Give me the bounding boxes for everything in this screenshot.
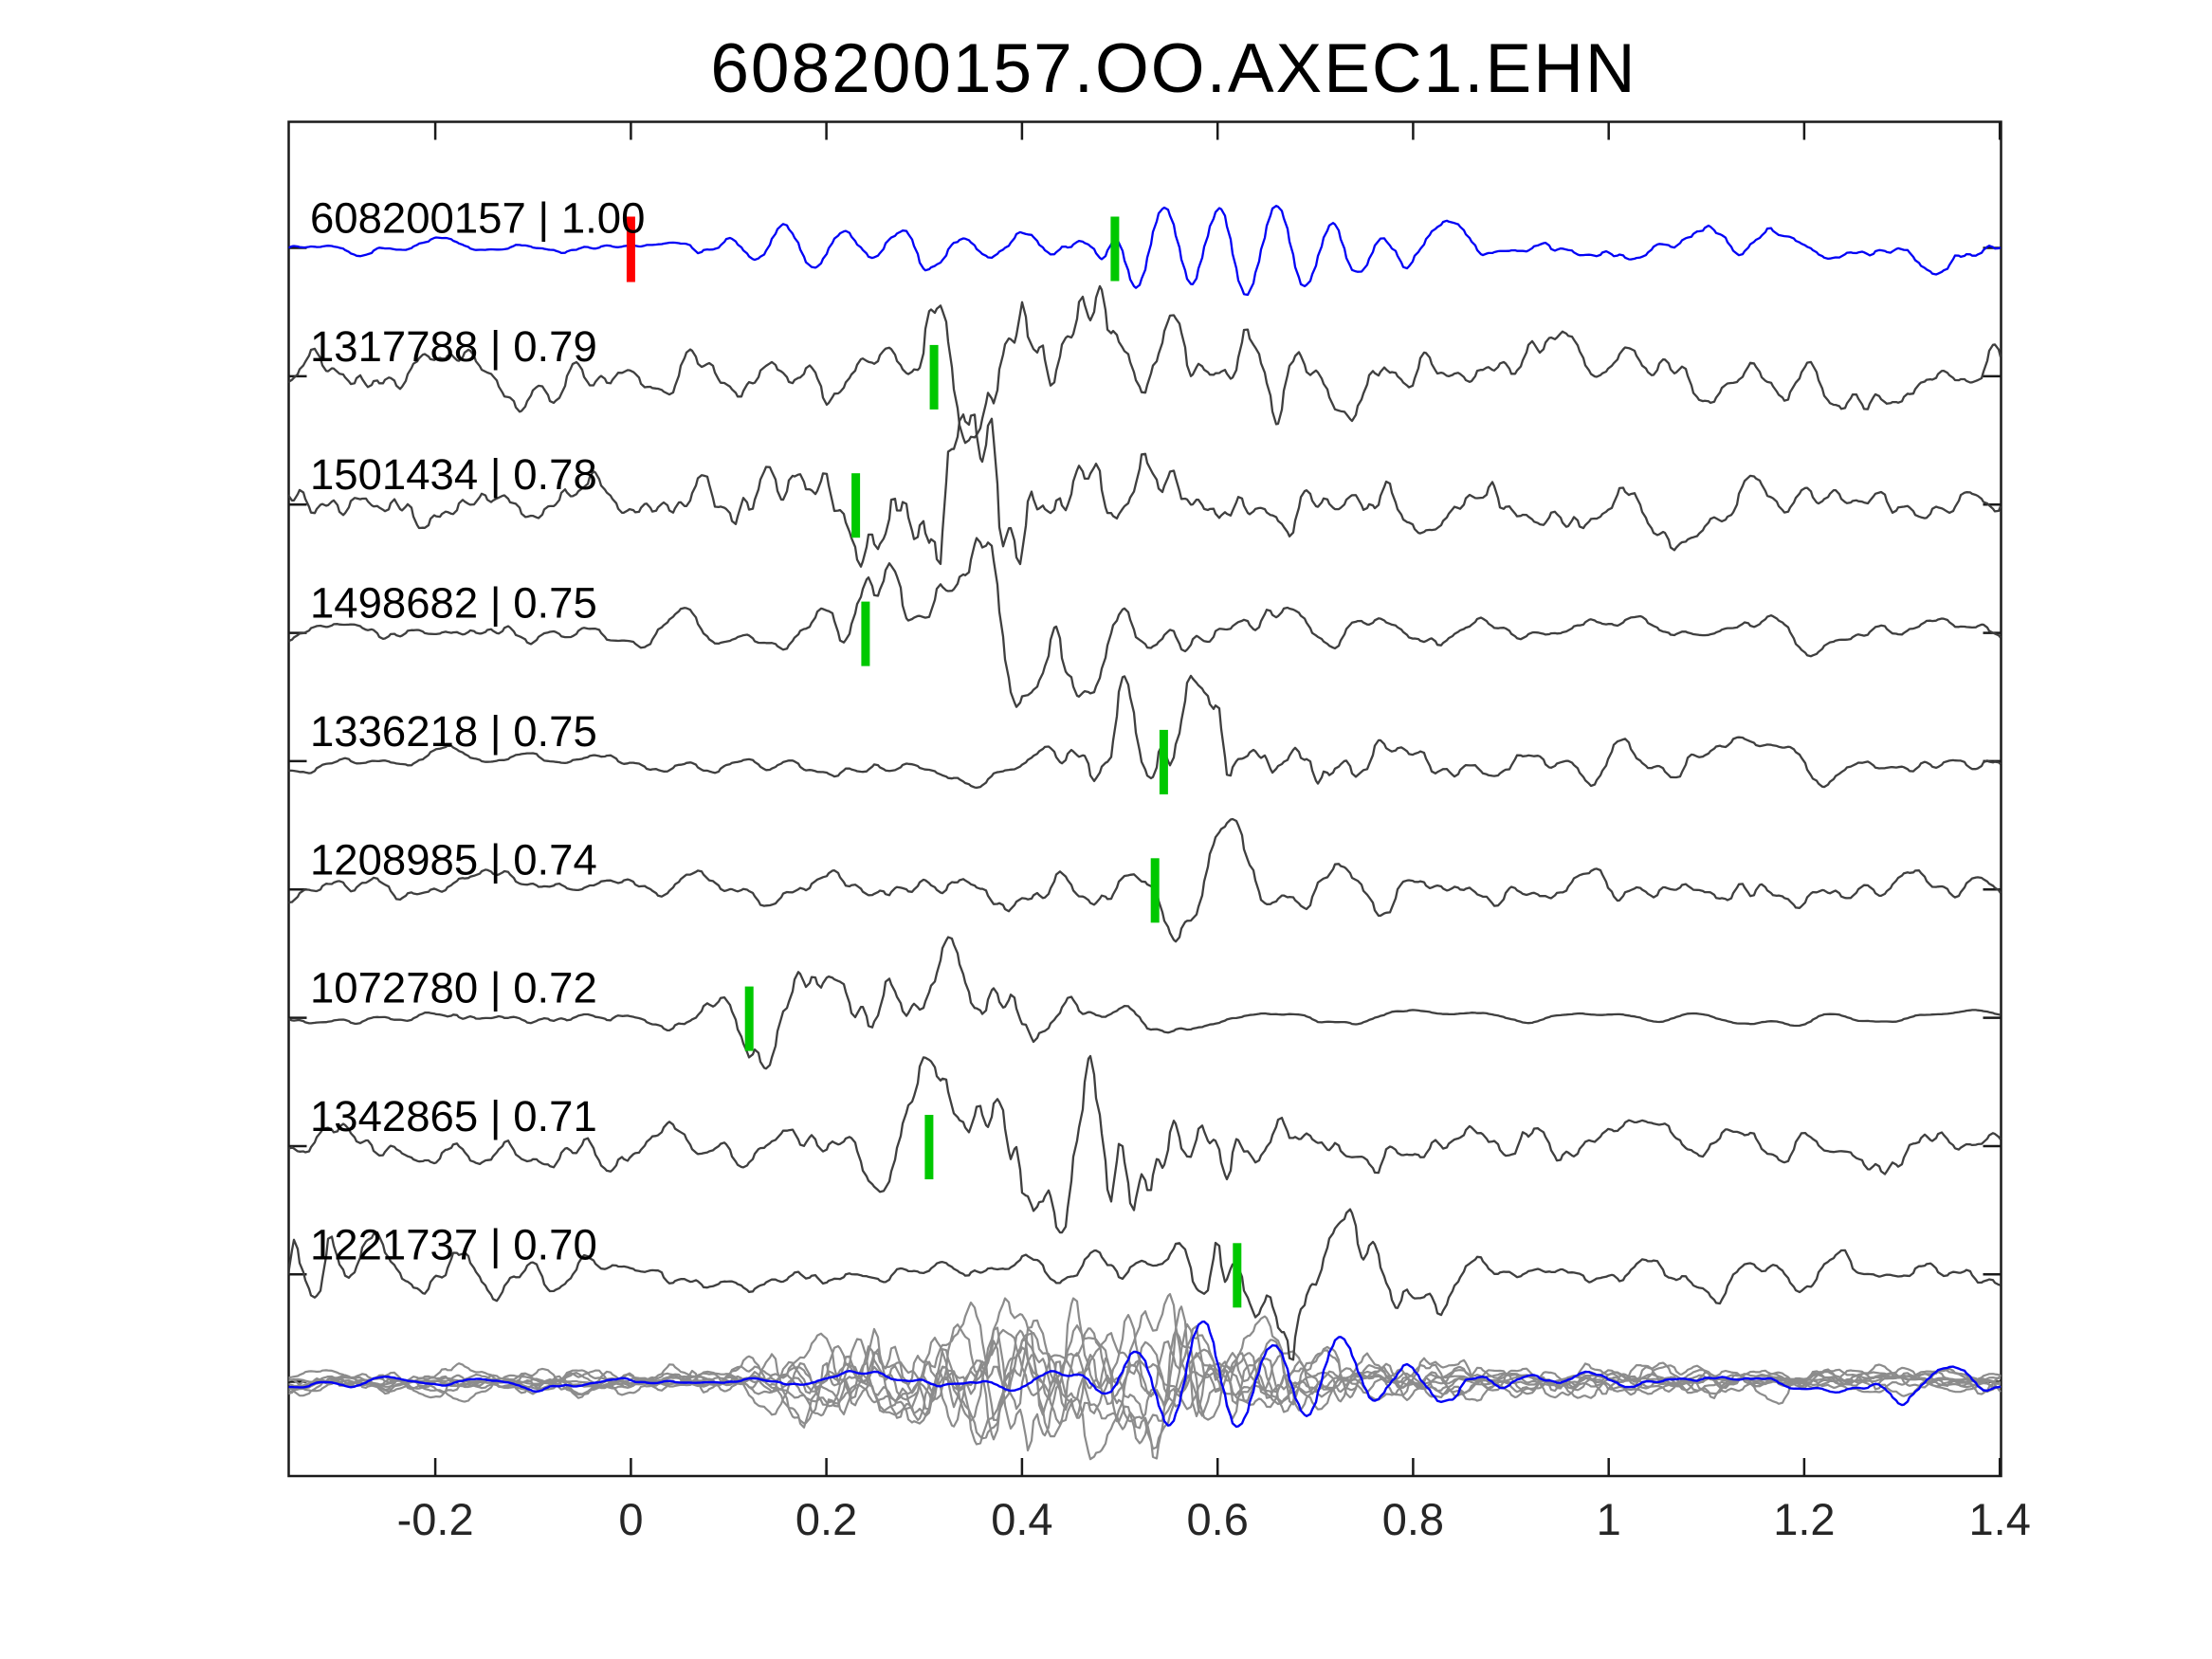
- svg-text:608200157.OO.AXEC1.EHN: 608200157.OO.AXEC1.EHN: [710, 30, 1636, 107]
- svg-text:0.2: 0.2: [795, 1494, 857, 1544]
- svg-text:1501434 | 0.78: 1501434 | 0.78: [310, 450, 597, 499]
- svg-text:1317788 | 0.79: 1317788 | 0.79: [310, 322, 597, 371]
- svg-text:-0.2: -0.2: [397, 1494, 474, 1544]
- svg-text:1: 1: [1597, 1494, 1621, 1544]
- svg-text:0: 0: [618, 1494, 643, 1544]
- svg-text:0.8: 0.8: [1382, 1494, 1444, 1544]
- svg-text:0.6: 0.6: [1187, 1494, 1249, 1544]
- svg-text:1342865 | 0.71: 1342865 | 0.71: [310, 1092, 597, 1140]
- svg-text:1072780 | 0.72: 1072780 | 0.72: [310, 964, 597, 1012]
- svg-text:1498682 | 0.75: 1498682 | 0.75: [310, 579, 597, 628]
- svg-text:608200157 | 1.00: 608200157 | 1.00: [310, 194, 645, 243]
- svg-text:1336218 | 0.75: 1336218 | 0.75: [310, 707, 597, 756]
- svg-text:1.4: 1.4: [1969, 1494, 2031, 1544]
- svg-text:1.2: 1.2: [1773, 1494, 1835, 1544]
- svg-text:1221737 | 0.70: 1221737 | 0.70: [310, 1220, 597, 1268]
- svg-text:1208985 | 0.74: 1208985 | 0.74: [310, 835, 597, 884]
- svg-text:0.4: 0.4: [991, 1494, 1052, 1544]
